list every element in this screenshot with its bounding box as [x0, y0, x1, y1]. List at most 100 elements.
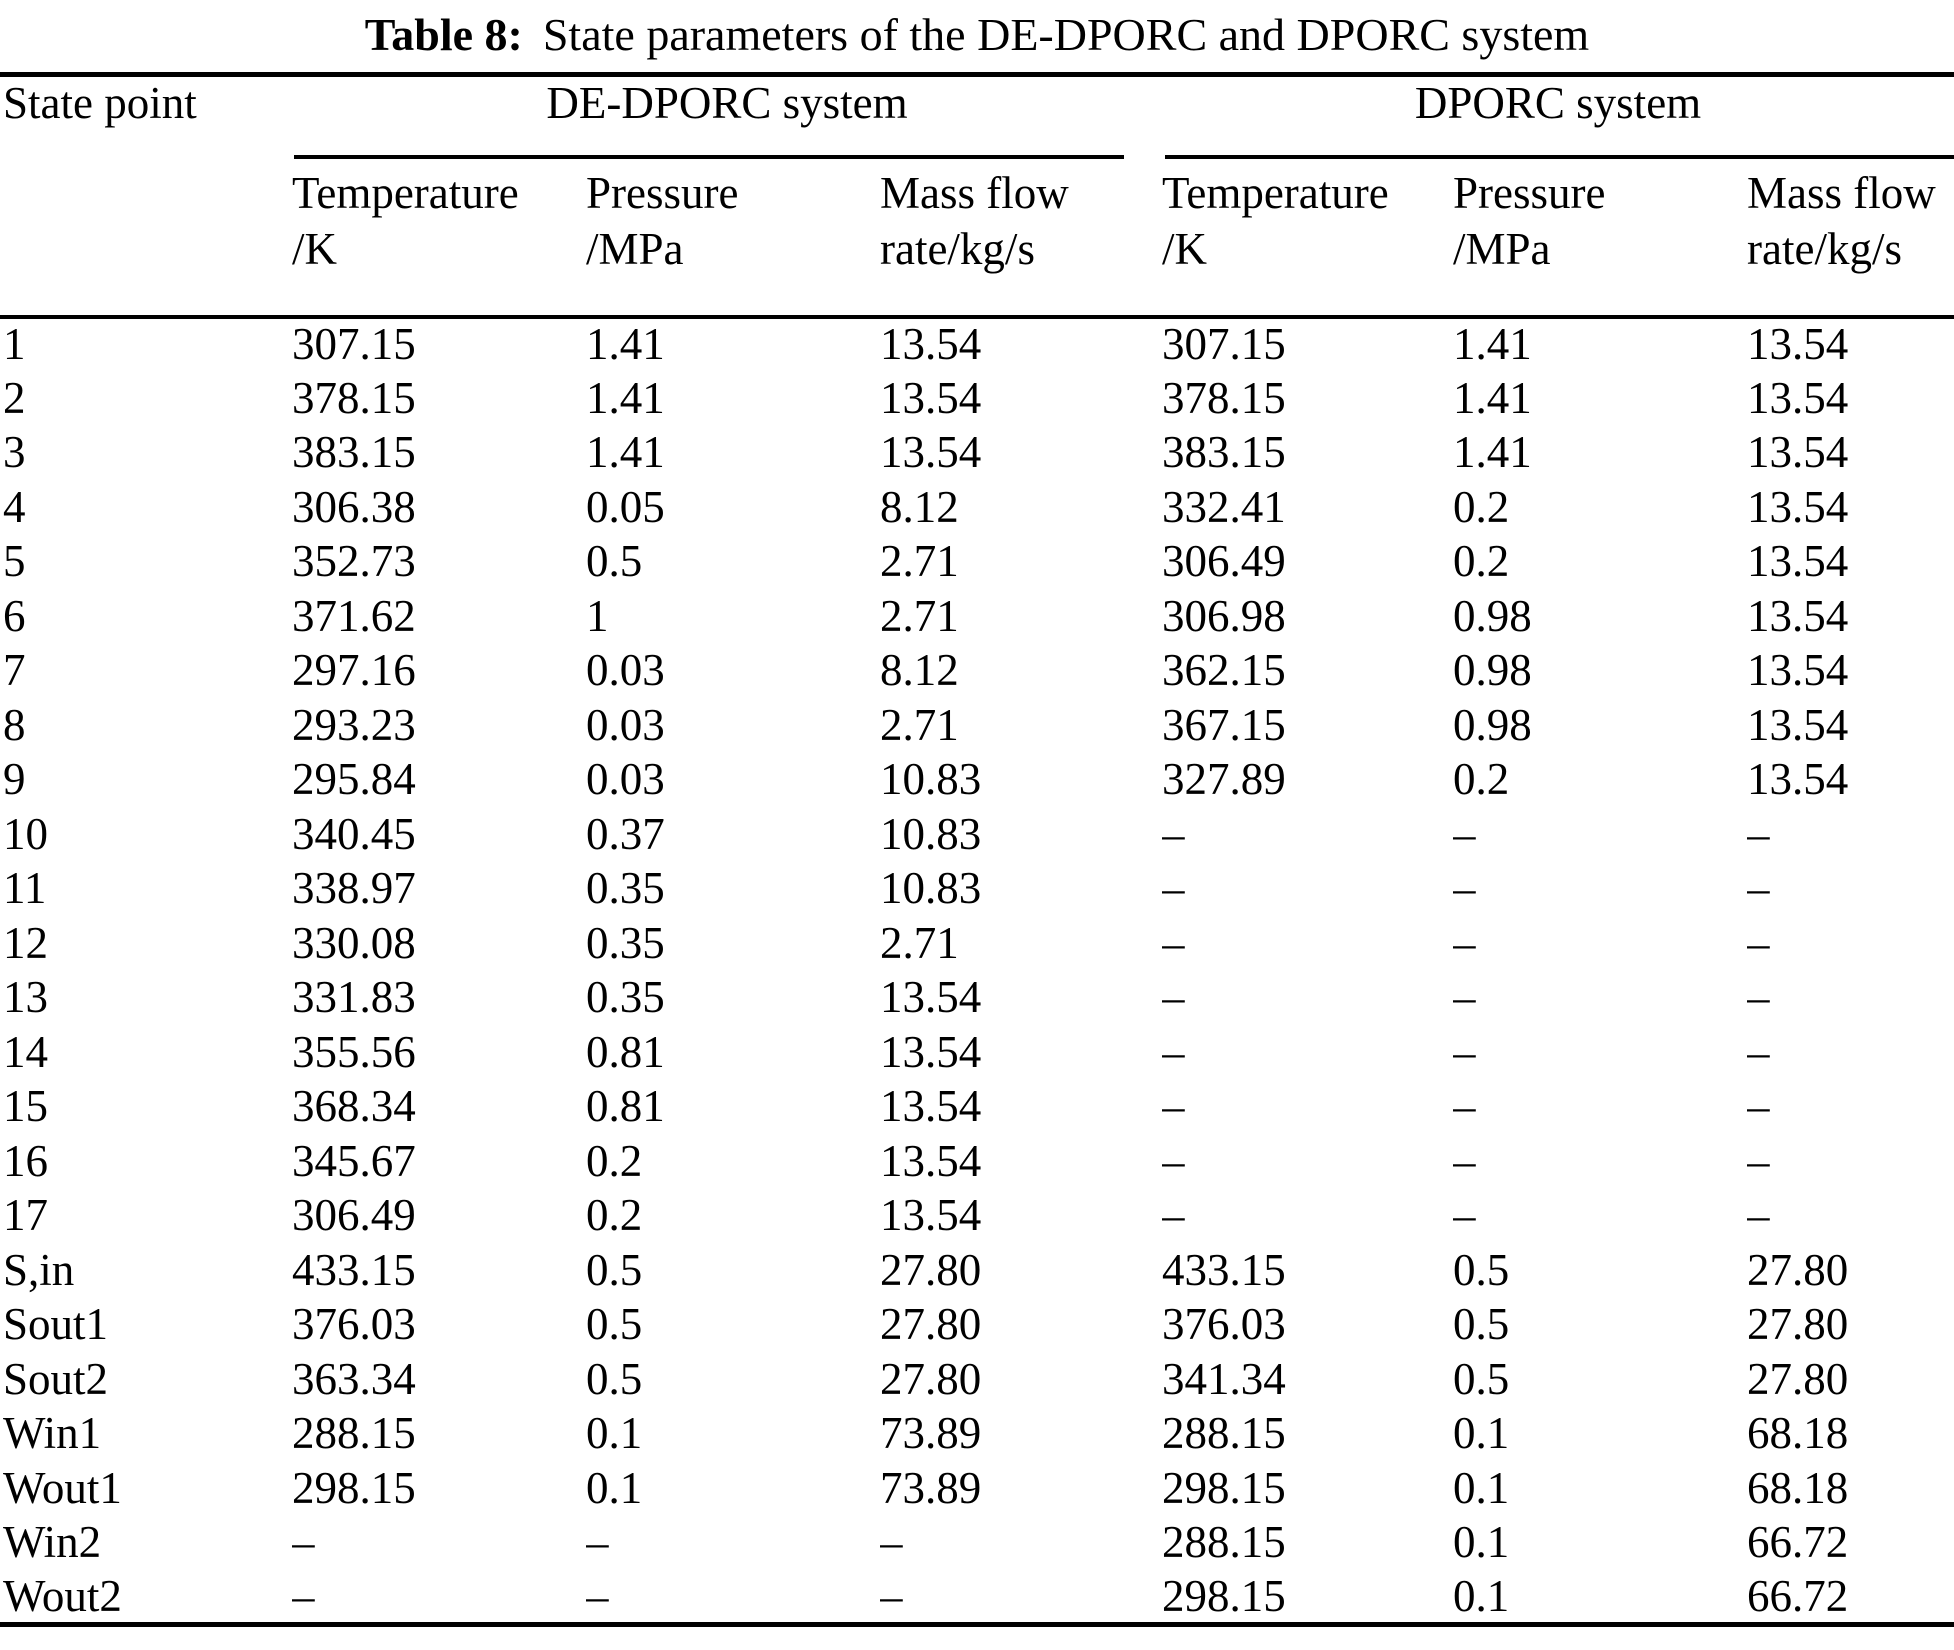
cell-de-pressure: – [586, 1570, 609, 1621]
cell-de-pressure: 0.03 [586, 754, 665, 805]
cell-dporc-mass-flow: – [1747, 808, 1770, 859]
cell-dporc-temperature: – [1162, 1026, 1185, 1077]
cell-dporc-mass-flow: 13.54 [1747, 536, 1849, 587]
cell-dporc-pressure: – [1453, 1135, 1476, 1186]
cell-dporc-temperature: 383.15 [1162, 427, 1286, 478]
cell-dporc-pressure: – [1453, 1026, 1476, 1077]
cell-de-temperature: 368.34 [292, 1081, 416, 1132]
table-row: Win2 – – – 288.15 0.1 66.72 [0, 1516, 1954, 1571]
cell-state-point: 9 [3, 754, 26, 805]
table-header: State point DE-DPORC system DPORC system… [0, 75, 1954, 319]
de-dporc-rule-cell [292, 154, 1162, 165]
col-header-line1: Pressure [1453, 167, 1606, 218]
cell-state-point: Sout2 [3, 1353, 109, 1404]
table-row: 13 331.83 0.35 13.54 – – – [0, 971, 1954, 1026]
cell-state-point: S,in [3, 1244, 75, 1295]
table-row: S,in 433.15 0.5 27.80 433.15 0.5 27.80 [0, 1243, 1954, 1298]
table-row: Sout2 363.34 0.5 27.80 341.34 0.5 27.80 [0, 1352, 1954, 1407]
cell-dporc-mass-flow: 27.80 [1747, 1299, 1849, 1350]
group-header-row: State point DE-DPORC system DPORC system [0, 75, 1954, 155]
table-row: 8 293.23 0.03 2.71 367.15 0.98 13.54 [0, 698, 1954, 753]
cell-dporc-pressure: 0.98 [1453, 645, 1532, 696]
cell-dporc-pressure: – [1453, 1190, 1476, 1241]
dporc-rule-cell [1162, 154, 1954, 165]
cell-dporc-temperature: – [1162, 1081, 1185, 1132]
cell-dporc-pressure: 0.2 [1453, 754, 1510, 805]
cell-dporc-pressure: 0.5 [1453, 1244, 1510, 1295]
cell-de-pressure: 0.5 [586, 536, 643, 587]
cell-de-temperature: 433.15 [292, 1244, 416, 1295]
state-point-header: State point [3, 78, 197, 128]
cell-de-mass-flow: 10.83 [880, 754, 982, 805]
cell-de-pressure: 0.5 [586, 1353, 643, 1404]
cell-de-temperature: 306.38 [292, 481, 416, 532]
group-rule-row [0, 154, 1954, 165]
cell-de-mass-flow: 13.54 [880, 372, 982, 423]
cell-state-point: 5 [3, 536, 26, 587]
cell-state-point: 4 [3, 481, 26, 532]
cell-de-mass-flow: 8.12 [880, 481, 959, 532]
cell-dporc-pressure: 1.41 [1453, 319, 1532, 370]
cell-de-mass-flow: 13.54 [880, 1190, 982, 1241]
cell-dporc-temperature: – [1162, 1135, 1185, 1186]
cell-dporc-temperature: 362.15 [1162, 645, 1286, 696]
cell-de-pressure: 0.2 [586, 1190, 643, 1241]
table-row: 1 307.15 1.41 13.54 307.15 1.41 13.54 [0, 317, 1954, 372]
cell-dporc-pressure: 0.2 [1453, 481, 1510, 532]
cell-de-mass-flow: 2.71 [880, 536, 959, 587]
table-row: 16 345.67 0.2 13.54 – – – [0, 1134, 1954, 1189]
cell-de-pressure: 0.35 [586, 917, 665, 968]
cell-de-mass-flow: 13.54 [880, 319, 982, 370]
cell-dporc-mass-flow: 27.80 [1747, 1244, 1849, 1295]
col-header-line2: /K [1162, 223, 1208, 274]
cell-de-pressure: 1.41 [586, 427, 665, 478]
cell-de-pressure: 0.37 [586, 808, 665, 859]
cell-de-temperature: 298.15 [292, 1462, 416, 1513]
cell-state-point: Win2 [3, 1517, 102, 1568]
col-header-line2: /MPa [586, 223, 684, 274]
cell-dporc-temperature: 378.15 [1162, 372, 1286, 423]
table-row: 9 295.84 0.03 10.83 327.89 0.2 13.54 [0, 753, 1954, 808]
col-header-dporc-temperature: Temperature /K [1162, 164, 1454, 319]
cell-de-temperature: – [292, 1517, 315, 1568]
table-row: 4 306.38 0.05 8.12 332.41 0.2 13.54 [0, 480, 1954, 535]
col-header-line1: Temperature [1162, 167, 1389, 218]
cell-dporc-temperature: 306.49 [1162, 536, 1286, 587]
cell-dporc-temperature: 306.98 [1162, 590, 1286, 641]
cell-de-pressure: 0.35 [586, 863, 665, 914]
cell-dporc-temperature: 376.03 [1162, 1299, 1286, 1350]
cell-de-pressure: 0.5 [586, 1244, 643, 1295]
cell-dporc-pressure: – [1453, 1081, 1476, 1132]
cell-de-mass-flow: – [880, 1517, 903, 1568]
table-row: 12 330.08 0.35 2.71 – – – [0, 916, 1954, 971]
col-header-line2: /K [292, 223, 337, 274]
cell-de-temperature: – [292, 1570, 315, 1621]
cell-state-point: Sout1 [3, 1299, 109, 1350]
table-row: 5 352.73 0.5 2.71 306.49 0.2 13.54 [0, 535, 1954, 590]
cell-de-mass-flow: 13.54 [880, 1135, 982, 1186]
table-row: 10 340.45 0.37 10.83 – – – [0, 807, 1954, 862]
cell-dporc-pressure: 0.1 [1453, 1517, 1510, 1568]
cell-de-mass-flow: 73.89 [880, 1462, 982, 1513]
cell-de-temperature: 383.15 [292, 427, 416, 478]
cell-dporc-mass-flow: 13.54 [1747, 481, 1849, 532]
cell-dporc-temperature: 367.15 [1162, 699, 1286, 750]
cell-de-pressure: – [586, 1517, 609, 1568]
cell-dporc-temperature: – [1162, 863, 1185, 914]
col-header-line2: rate/kg/s [1747, 223, 1902, 274]
col-header-de-pressure: Pressure /MPa [586, 164, 880, 319]
cell-dporc-temperature: 288.15 [1162, 1517, 1286, 1568]
table-row: Wout1 298.15 0.1 73.89 298.15 0.1 68.18 [0, 1461, 1954, 1516]
cell-state-point: Wout2 [3, 1570, 122, 1621]
cell-de-pressure: 0.1 [586, 1408, 643, 1459]
cell-dporc-mass-flow: 13.54 [1747, 754, 1849, 805]
cell-dporc-temperature: – [1162, 917, 1185, 968]
table-caption-text: State parameters of the DE-DPORC and DPO… [542, 9, 1590, 60]
col-header-de-mass-flow: Mass flow rate/kg/s [880, 164, 1163, 319]
cell-dporc-mass-flow: – [1747, 1135, 1770, 1186]
cell-dporc-pressure: 0.1 [1453, 1462, 1510, 1513]
cell-dporc-mass-flow: – [1747, 1190, 1770, 1241]
cell-state-point: 13 [3, 972, 48, 1023]
cell-dporc-mass-flow: 68.18 [1747, 1462, 1849, 1513]
cell-dporc-temperature: 307.15 [1162, 319, 1286, 370]
